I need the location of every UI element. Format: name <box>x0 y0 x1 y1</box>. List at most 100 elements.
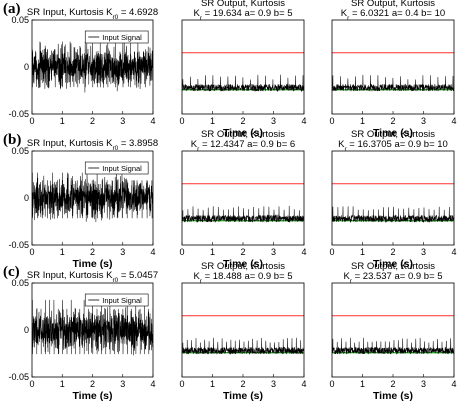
x-tick-label: 4 <box>150 247 155 257</box>
x-axis-label: Time (s) <box>373 258 413 270</box>
x-tick-label: 4 <box>150 116 155 126</box>
input-title: SR Input, Kurtosis Kr0 = 3.8958 <box>27 138 158 152</box>
x-tick-label: 4 <box>451 379 456 389</box>
output-title-line1: SR Output, Kurtosis <box>351 129 435 140</box>
row-label: (c) <box>3 264 20 280</box>
x-tick-label: 0 <box>29 116 34 126</box>
output-signal-line <box>182 205 304 223</box>
x-tick-label: 3 <box>421 379 426 389</box>
output-signal-line <box>182 337 304 355</box>
axes-box <box>331 150 455 246</box>
x-tick-label: 0 <box>329 379 334 389</box>
output-title-line1: SR Output, Kurtosis <box>201 0 285 9</box>
x-tick-label: 0 <box>179 116 184 126</box>
output-title-line1: SR Output, Kurtosis <box>351 0 435 9</box>
plot-area <box>332 315 454 355</box>
axes-box <box>181 19 305 115</box>
x-tick-label: 1 <box>60 116 65 126</box>
x-tick-label: 3 <box>271 379 276 389</box>
row-label: (a) <box>3 1 21 17</box>
x-axis-label: Time (s) <box>373 390 413 402</box>
plot-area <box>332 52 454 92</box>
y-tick-label: 0 <box>24 193 29 203</box>
x-tick-label: 1 <box>210 247 215 257</box>
input-signal-line <box>32 172 153 223</box>
x-tick-label: 2 <box>240 116 245 126</box>
output-title-line2: Kr = 12.4347 a= 0.9 b= 6 <box>191 139 295 153</box>
axes-box <box>181 282 305 378</box>
x-tick-label: 2 <box>90 116 95 126</box>
x-tick-label: 3 <box>271 247 276 257</box>
input-title: SR Input, Kurtosis Kr0 = 4.6928 <box>27 7 158 21</box>
y-tick-label: -0.05 <box>8 240 29 250</box>
x-tick-label: 2 <box>390 247 395 257</box>
x-tick-label: 1 <box>360 247 365 257</box>
output-title-line2: Kr = 23.537 a= 0.9 b= 5 <box>343 271 442 285</box>
y-tick-label: 0 <box>24 325 29 335</box>
x-tick-label: 0 <box>29 247 34 257</box>
legend-label: Input Signal <box>102 33 142 42</box>
output-signal-line <box>332 337 454 355</box>
x-tick-label: 0 <box>179 379 184 389</box>
x-tick-label: 2 <box>90 379 95 389</box>
x-tick-label: 2 <box>390 379 395 389</box>
output-signal-line <box>332 74 454 92</box>
x-axis-label: Time (s) <box>223 127 263 139</box>
input-signal-line <box>32 299 153 356</box>
x-axis-label: Time (s) <box>373 127 413 139</box>
output-title-line2: Kr = 19.634 a= 0.9 b= 5 <box>193 8 292 22</box>
x-tick-label: 4 <box>301 379 306 389</box>
x-tick-label: 3 <box>120 247 125 257</box>
legend-box <box>84 293 149 307</box>
y-tick-label: 0.05 <box>11 146 29 156</box>
x-tick-label: 1 <box>60 379 65 389</box>
x-tick-label: 4 <box>451 116 456 126</box>
x-tick-label: 1 <box>360 116 365 126</box>
output-title-line2: Kr = 16.3705 a= 0.9 b= 10 <box>338 139 448 153</box>
x-tick-label: 1 <box>210 379 215 389</box>
legend-box <box>84 161 149 175</box>
x-tick-label: 3 <box>421 247 426 257</box>
output-signal-line <box>182 74 304 92</box>
x-tick-label: 2 <box>240 247 245 257</box>
output-title-line1: SR Output, Kurtosis <box>201 129 285 140</box>
legend-label: Input Signal <box>102 296 142 305</box>
x-tick-label: 3 <box>271 116 276 126</box>
x-tick-label: 4 <box>301 116 306 126</box>
x-axis-label: Time (s) <box>72 390 112 402</box>
output-title-line1: SR Output, Kurtosis <box>201 261 285 272</box>
input-signal-line <box>32 41 153 93</box>
y-tick-label: -0.05 <box>8 109 29 119</box>
x-axis-label: Time (s) <box>223 258 263 270</box>
x-axis-label: Time (s) <box>223 390 263 402</box>
legend-box <box>84 30 149 44</box>
output-title-line1: SR Output, Kurtosis <box>351 261 435 272</box>
plot-area <box>32 172 153 223</box>
legend-label: Input Signal <box>102 164 142 173</box>
axes-box <box>181 150 305 246</box>
x-tick-label: 4 <box>301 247 306 257</box>
x-tick-label: 4 <box>150 379 155 389</box>
x-tick-label: 0 <box>329 247 334 257</box>
plot-area <box>182 52 304 92</box>
plot-area <box>182 183 304 223</box>
x-tick-label: 1 <box>360 379 365 389</box>
x-tick-label: 0 <box>179 247 184 257</box>
output-signal-line <box>332 206 454 224</box>
x-tick-label: 2 <box>90 247 95 257</box>
axes-box <box>331 282 455 378</box>
output-title-line2: Kr = 18.488 a= 0.9 b= 5 <box>193 271 292 285</box>
x-tick-label: 1 <box>60 247 65 257</box>
x-tick-label: 0 <box>29 379 34 389</box>
plot-area <box>182 315 304 355</box>
axes-box <box>331 19 455 115</box>
